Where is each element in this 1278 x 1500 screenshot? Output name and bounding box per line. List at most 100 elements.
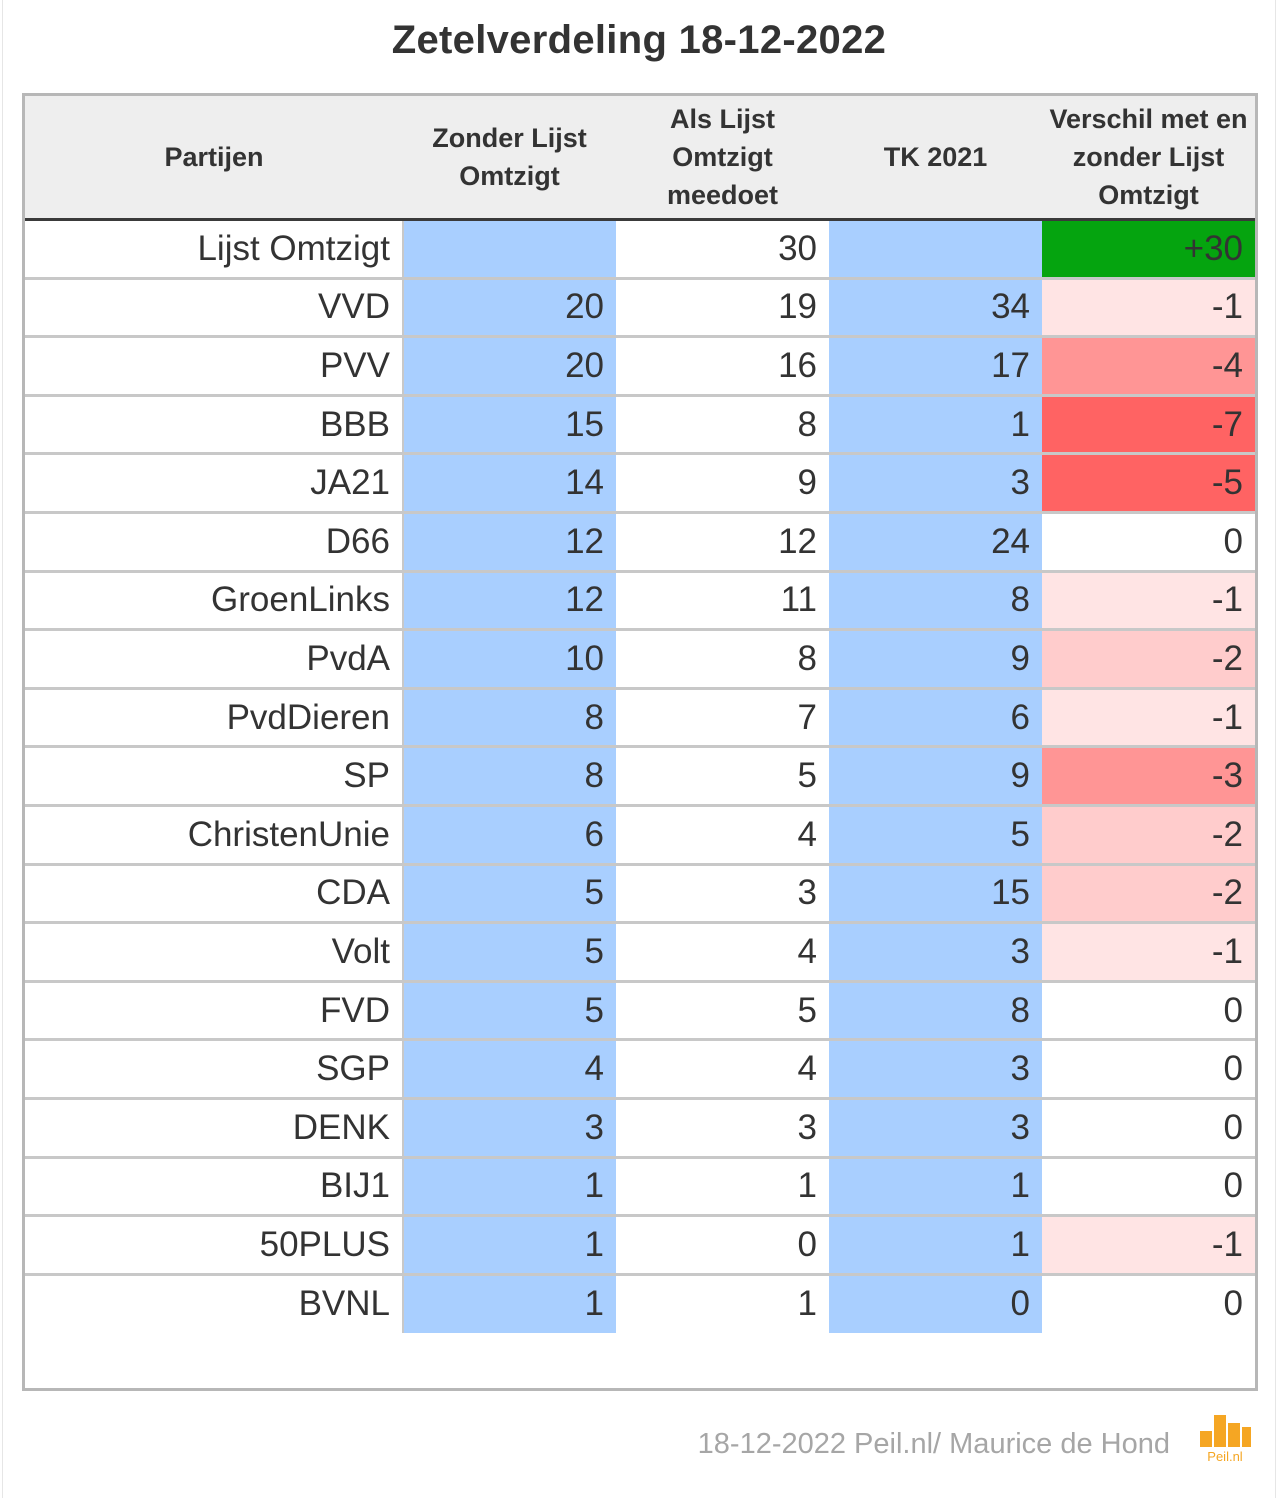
- verschil-cell: -4: [1042, 336, 1255, 397]
- verschil-cell: -5: [1042, 453, 1255, 514]
- zonder-cell: 20: [403, 336, 616, 397]
- zonder-cell: 5: [403, 922, 616, 983]
- tk2021-cell: 3: [829, 1098, 1042, 1159]
- tk2021-cell: 3: [829, 922, 1042, 983]
- als-cell: 1: [616, 1274, 829, 1333]
- als-cell: 4: [616, 1039, 829, 1100]
- column-header-tk2021: TK 2021: [829, 96, 1042, 221]
- zonder-cell: 20: [403, 278, 616, 339]
- als-cell: 5: [616, 746, 829, 807]
- als-cell: 1: [616, 1157, 829, 1218]
- als-cell: 4: [616, 922, 829, 983]
- verschil-cell: -7: [1042, 395, 1255, 456]
- zonder-cell: 8: [403, 746, 616, 807]
- verschil-cell: 0: [1042, 1274, 1255, 1333]
- als-cell: 11: [616, 571, 829, 632]
- table-row: PVV 20 16 17 -4: [25, 336, 1255, 397]
- party-cell: JA21: [25, 453, 404, 514]
- table-row: JA21 14 9 3 -5: [25, 453, 1255, 514]
- tk2021-cell: 1: [829, 395, 1042, 456]
- table-row: SP 8 5 9 -3: [25, 746, 1255, 807]
- tk2021-cell: 17: [829, 336, 1042, 397]
- table-row: DENK 3 3 3 0: [25, 1098, 1255, 1159]
- tk2021-cell: 9: [829, 629, 1042, 690]
- tk2021-cell: 9: [829, 746, 1042, 807]
- verschil-cell: -2: [1042, 805, 1255, 866]
- table-row: Volt 5 4 3 -1: [25, 922, 1255, 983]
- seat-table: Partijen Zonder Lijst Omtzigt Als Lijst …: [25, 96, 1255, 1333]
- verschil-cell: -2: [1042, 629, 1255, 690]
- table-row: FVD 5 5 8 0: [25, 981, 1255, 1042]
- party-cell: PVV: [25, 336, 404, 397]
- table-row: BIJ1 1 1 1 0: [25, 1157, 1255, 1218]
- table-row: BVNL 1 1 0 0: [25, 1274, 1255, 1333]
- footer-credit: 18-12-2022 Peil.nl/ Maurice de Hond: [697, 1428, 1170, 1460]
- party-cell: BBB: [25, 395, 404, 456]
- verschil-cell: 0: [1042, 1039, 1255, 1100]
- column-header-zonder: Zonder Lijst Omtzigt: [403, 96, 616, 221]
- als-cell: 9: [616, 453, 829, 514]
- verschil-cell: 0: [1042, 1098, 1255, 1159]
- als-cell: 16: [616, 336, 829, 397]
- table-row: PvdDieren 8 7 6 -1: [25, 688, 1255, 749]
- table-row: VVD 20 19 34 -1: [25, 278, 1255, 339]
- party-cell: PvdDieren: [25, 688, 404, 749]
- party-cell: VVD: [25, 278, 404, 339]
- table-header-row: Partijen Zonder Lijst Omtzigt Als Lijst …: [25, 96, 1255, 221]
- tk2021-cell: 8: [829, 981, 1042, 1042]
- tk2021-cell: 1: [829, 1157, 1042, 1218]
- zonder-cell: [403, 219, 616, 280]
- verschil-cell: -1: [1042, 278, 1255, 339]
- zonder-cell: 12: [403, 571, 616, 632]
- verschil-cell: 0: [1042, 1157, 1255, 1218]
- als-cell: 19: [616, 278, 829, 339]
- table-row: SGP 4 4 3 0: [25, 1039, 1255, 1100]
- tk2021-cell: 3: [829, 453, 1042, 514]
- column-header-verschil: Verschil met en zonder Lijst Omtzigt: [1042, 96, 1255, 221]
- verschil-cell: -1: [1042, 571, 1255, 632]
- als-cell: 3: [616, 864, 829, 925]
- verschil-cell: -1: [1042, 922, 1255, 983]
- verschil-cell: -3: [1042, 746, 1255, 807]
- verschil-cell: -2: [1042, 864, 1255, 925]
- tk2021-cell: 24: [829, 512, 1042, 573]
- table-row: ChristenUnie 6 4 5 -2: [25, 805, 1255, 866]
- party-cell: 50PLUS: [25, 1215, 404, 1276]
- tk2021-cell: 5: [829, 805, 1042, 866]
- als-cell: 30: [616, 219, 829, 280]
- table-row: D66 12 12 24 0: [25, 512, 1255, 573]
- zonder-cell: 5: [403, 864, 616, 925]
- table-row: CDA 5 3 15 -2: [25, 864, 1255, 925]
- party-cell: BVNL: [25, 1274, 404, 1333]
- chart-title: Zetelverdeling 18-12-2022: [391, 18, 887, 62]
- verschil-cell: +30: [1042, 219, 1255, 280]
- table-row: 50PLUS 1 0 1 -1: [25, 1215, 1255, 1276]
- party-cell: DENK: [25, 1098, 404, 1159]
- tk2021-cell: 1: [829, 1215, 1042, 1276]
- als-cell: 5: [616, 981, 829, 1042]
- table-row: Lijst Omtzigt 30 +30: [25, 219, 1255, 280]
- party-cell: Volt: [25, 922, 404, 983]
- als-cell: 4: [616, 805, 829, 866]
- als-cell: 8: [616, 395, 829, 456]
- tk2021-cell: 8: [829, 571, 1042, 632]
- als-cell: 3: [616, 1098, 829, 1159]
- party-cell: CDA: [25, 864, 404, 925]
- party-cell: D66: [25, 512, 404, 573]
- party-cell: GroenLinks: [25, 571, 404, 632]
- seat-table-container: Partijen Zonder Lijst Omtzigt Als Lijst …: [22, 93, 1258, 1391]
- verschil-cell: 0: [1042, 512, 1255, 573]
- als-cell: 12: [616, 512, 829, 573]
- zonder-cell: 8: [403, 688, 616, 749]
- table-body: Lijst Omtzigt 30 +30 VVD 20 19 34 -1 PVV 20 16 17 -4…: [25, 219, 1255, 1333]
- als-cell: 8: [616, 629, 829, 690]
- zonder-cell: 3: [403, 1098, 616, 1159]
- als-cell: 7: [616, 688, 829, 749]
- zonder-cell: 5: [403, 981, 616, 1042]
- party-cell: BIJ1: [25, 1157, 404, 1218]
- zonder-cell: 15: [403, 395, 616, 456]
- table-row: GroenLinks 12 11 8 -1: [25, 571, 1255, 632]
- column-header-als: Als Lijst Omtzigt meedoet: [616, 96, 829, 221]
- party-cell: PvdA: [25, 629, 404, 690]
- zonder-cell: 12: [403, 512, 616, 573]
